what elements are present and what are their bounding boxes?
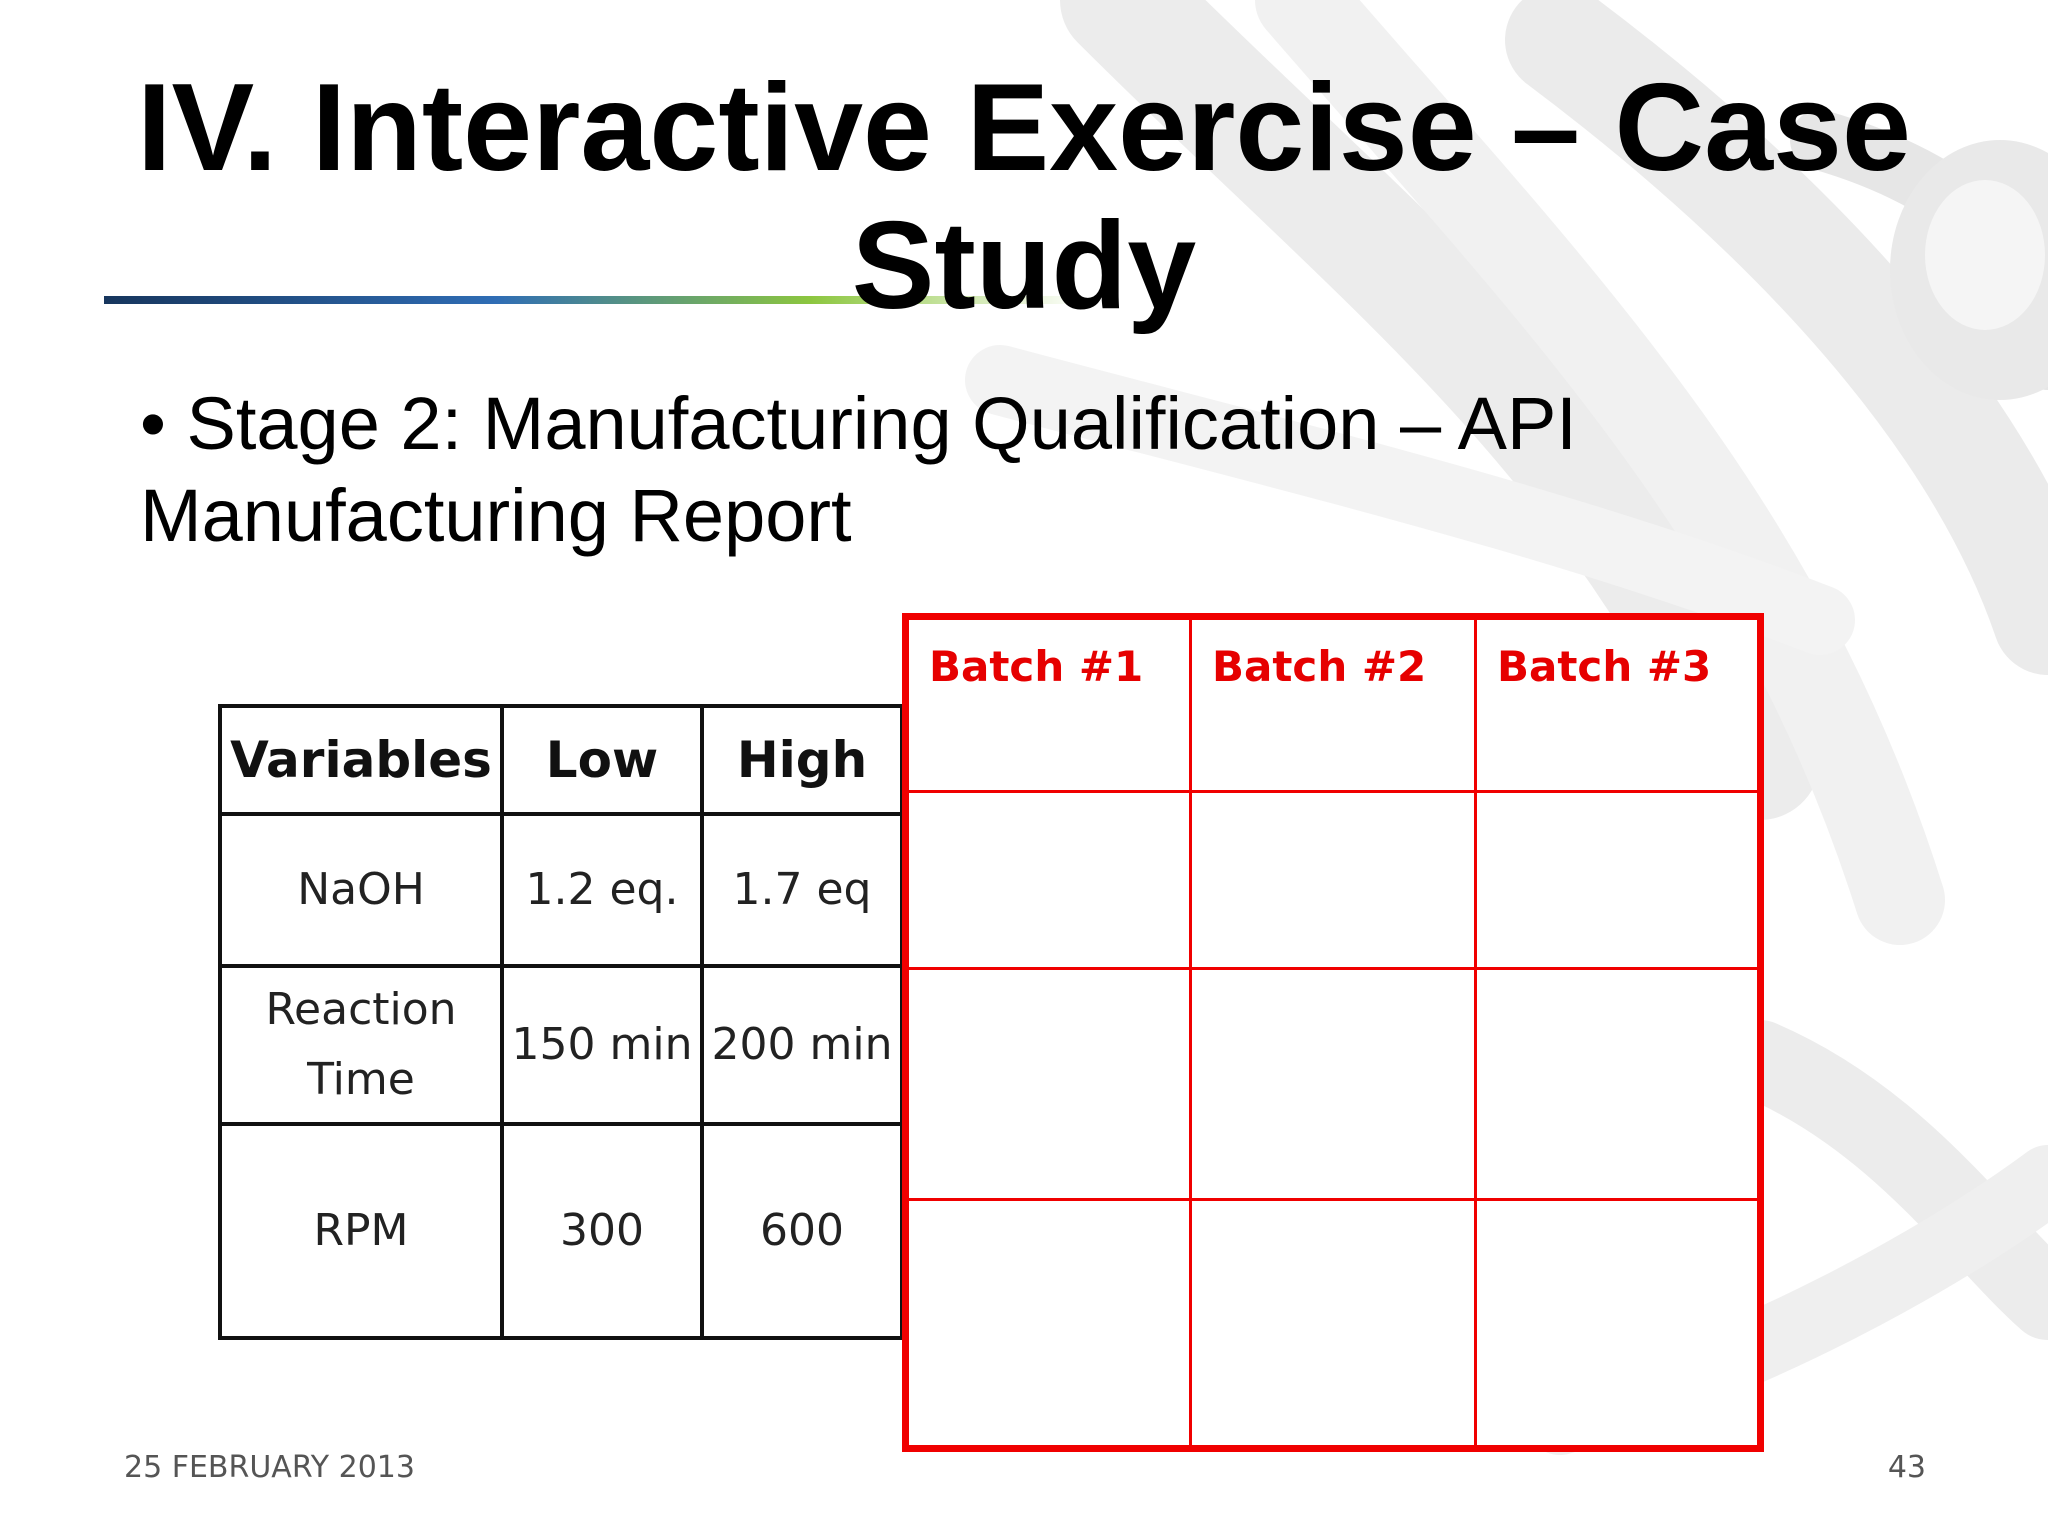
high-cell: 600	[700, 1122, 904, 1340]
table-row: Reaction Time 150 min 200 min	[218, 964, 904, 1126]
bullet-line-1: • Stage 2: Manufacturing Qualification –…	[140, 382, 1577, 465]
low-cell: 150 min	[500, 964, 704, 1126]
header-batch-2: Batch #2	[1189, 615, 1477, 793]
bullet-text: • Stage 2: Manufacturing Qualification –…	[140, 378, 1940, 562]
slide-title-line-1: IV. Interactive Exercise – Case	[137, 59, 1911, 197]
table-row: NaOH 1.2 eq. 1.7 eq	[218, 812, 904, 968]
variable-cell: Reaction Time	[218, 964, 504, 1126]
batch-row	[904, 790, 1762, 970]
batch-row	[904, 967, 1762, 1201]
header-high: High	[700, 704, 904, 816]
slide-title-line-2: Study	[851, 197, 1197, 335]
variables-table: Variables Low High NaOH 1.2 eq. 1.7 eq R…	[218, 704, 904, 1340]
title-underline-gradient	[104, 296, 1084, 304]
footer-date: 25 FEBRUARY 2013	[124, 1450, 415, 1485]
batch-row	[904, 1198, 1762, 1450]
batch-header-row: Batch #1 Batch #2 Batch #3	[904, 615, 1762, 793]
variable-line-2: Time	[307, 1054, 415, 1105]
high-cell: 1.7 eq	[700, 812, 904, 968]
batch-cell	[904, 790, 1192, 970]
table-row: RPM 300 600	[218, 1122, 904, 1340]
batch-cell	[1189, 790, 1477, 970]
batch-cell	[904, 1198, 1192, 1450]
batch-cell	[904, 967, 1192, 1201]
high-cell: 200 min	[700, 964, 904, 1126]
batch-cell	[1189, 1198, 1477, 1450]
batch-cell	[1189, 967, 1477, 1201]
table-header-row: Variables Low High	[218, 704, 904, 816]
header-variables: Variables	[218, 704, 504, 816]
low-cell: 1.2 eq.	[500, 812, 704, 968]
batch-cell	[1474, 967, 1762, 1201]
low-cell: 300	[500, 1122, 704, 1340]
page-number: 43	[1887, 1450, 1926, 1485]
header-low: Low	[500, 704, 704, 816]
variable-cell: NaOH	[218, 812, 504, 968]
header-batch-3: Batch #3	[1474, 615, 1762, 793]
variable-line-1: Reaction	[265, 983, 457, 1035]
bullet-line-2: Manufacturing Report	[140, 474, 852, 557]
header-batch-1: Batch #1	[904, 615, 1192, 793]
batch-table: Batch #1 Batch #2 Batch #3	[902, 613, 1764, 1452]
variable-cell: RPM	[218, 1122, 504, 1340]
batch-cell	[1474, 790, 1762, 970]
batch-cell	[1474, 1198, 1762, 1450]
